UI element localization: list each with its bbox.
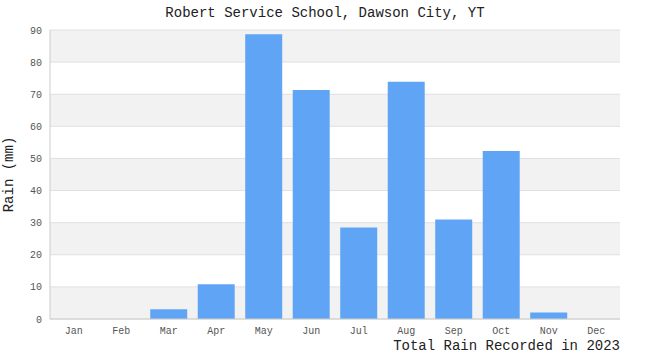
svg-text:0: 0 [36, 315, 42, 326]
svg-text:Rain (mm): Rain (mm) [8, 137, 17, 213]
svg-text:Dec: Dec [587, 326, 605, 337]
svg-text:10: 10 [30, 282, 42, 293]
svg-text:40: 40 [30, 186, 42, 197]
svg-text:Jun: Jun [302, 326, 320, 337]
svg-text:30: 30 [30, 218, 42, 229]
svg-text:Jan: Jan [65, 326, 83, 337]
svg-text:Oct: Oct [492, 326, 510, 337]
svg-text:Sep: Sep [445, 326, 463, 337]
svg-text:60: 60 [30, 122, 42, 133]
svg-text:Mar: Mar [160, 326, 178, 337]
svg-text:Aug: Aug [397, 326, 415, 337]
svg-text:90: 90 [30, 26, 42, 37]
svg-text:80: 80 [30, 58, 42, 69]
svg-text:May: May [255, 326, 273, 337]
svg-text:Nov: Nov [540, 326, 558, 337]
html-text:Robert Service School, Dawson: Robert Service School, Dawson City, YT [165, 5, 485, 21]
svg-text:20: 20 [30, 250, 42, 261]
svg-text:Jul: Jul [350, 326, 368, 337]
svg-text:50: 50 [30, 154, 42, 165]
svg-text:70: 70 [30, 90, 42, 101]
html-text:Total Rain Recorded in 2023: Total Rain Recorded in 2023 [393, 338, 620, 354]
svg-text:Apr: Apr [207, 326, 225, 337]
svg-text:Feb: Feb [112, 326, 130, 337]
